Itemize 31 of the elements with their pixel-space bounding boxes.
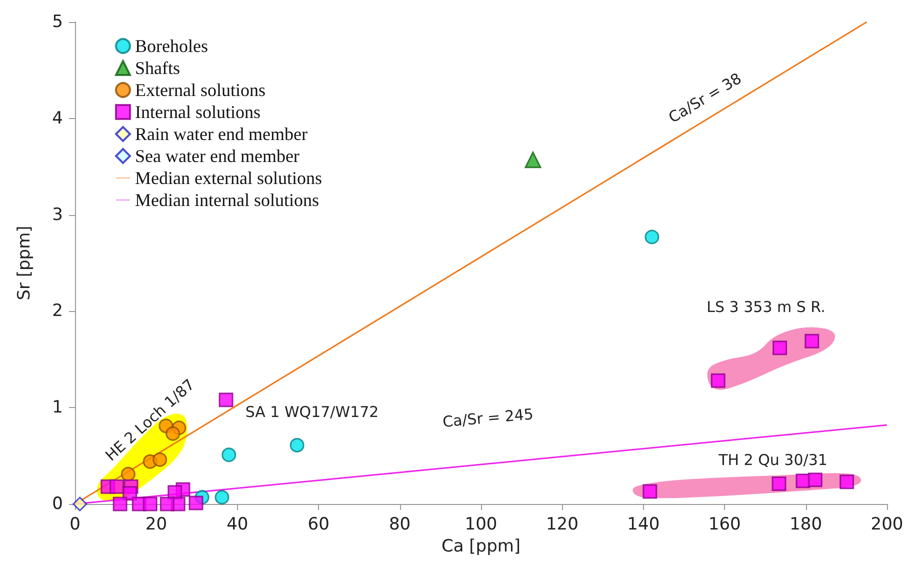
x-tick-label: 100 — [464, 514, 498, 534]
x-tick-label: 80 — [388, 514, 411, 534]
y-tick-label: 0 — [52, 494, 63, 514]
legend-label: Boreholes — [135, 36, 208, 56]
legend-label: Shafts — [135, 58, 180, 78]
legend-label: Internal solutions — [135, 102, 260, 122]
annotation: SA 1 WQ17/W172 — [245, 403, 379, 421]
x-axis-title: Ca [ppm] — [441, 536, 521, 556]
y-tick-label: 4 — [52, 108, 63, 128]
x-tick-label: 20 — [145, 514, 168, 534]
x-tick-label: 200 — [870, 514, 904, 534]
x-tick-label: 0 — [70, 514, 80, 534]
x-tick-label: 120 — [546, 514, 578, 534]
y-tick-label: 2 — [52, 301, 63, 322]
legend-label: Median internal solutions — [135, 190, 319, 210]
y-tick-label: 1 — [52, 398, 63, 418]
annotation: LS 3 353 m S R. — [706, 298, 826, 316]
y-axis-title: Sr [ppm] — [14, 226, 34, 300]
legend-label: Rain water end member — [135, 124, 308, 144]
x-tick-label: 160 — [708, 514, 741, 534]
y-tick-label: 5 — [52, 12, 63, 32]
x-tick-label: 60 — [308, 514, 330, 534]
x-tick-label: 180 — [790, 514, 822, 534]
annotation: Ca/Sr = 245 — [442, 405, 534, 431]
legend-label: Sea water end member — [135, 146, 300, 166]
legend-label: External solutions — [135, 80, 266, 100]
x-tick-label: 40 — [226, 514, 248, 534]
legend-label: Median external solutions — [135, 168, 322, 188]
y-tick-label: 3 — [52, 204, 63, 225]
annotation: TH 2 Qu 30/31 — [718, 451, 828, 469]
x-tick-label: 140 — [627, 514, 660, 534]
